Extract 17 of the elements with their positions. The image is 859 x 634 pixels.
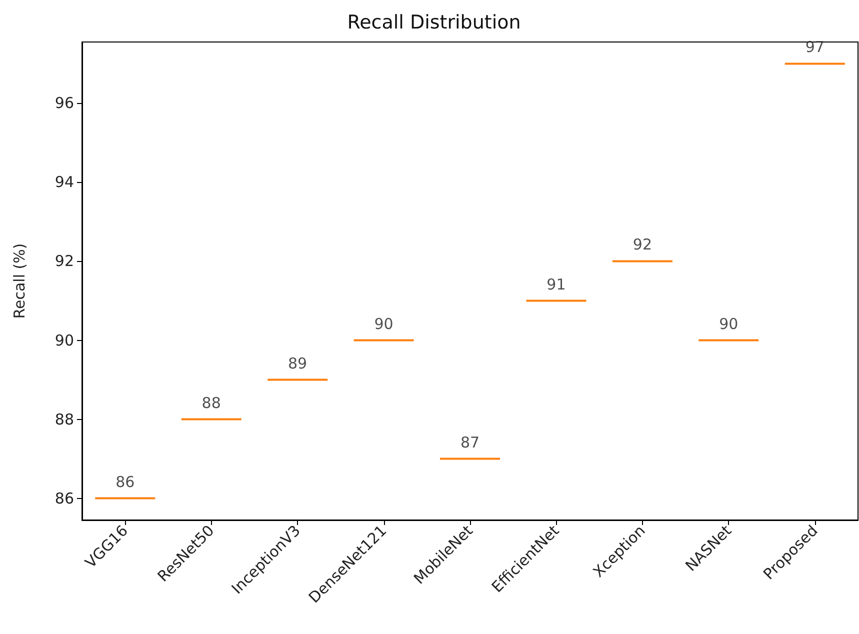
y-tick-label: 94 — [54, 173, 74, 192]
annotation: 87 — [460, 433, 480, 452]
annotation: 92 — [632, 236, 652, 254]
annotation: 97 — [805, 38, 824, 56]
annotation: 90 — [719, 314, 738, 333]
annotation: 90 — [374, 314, 394, 333]
y-tick-label: 96 — [54, 94, 74, 112]
y-tick-label: 92 — [54, 252, 74, 270]
chart-title: Recall Distribution — [347, 12, 521, 34]
y-tick-label: 86 — [54, 489, 74, 508]
y-tick-label: 88 — [54, 410, 74, 428]
annotation: 91 — [546, 275, 566, 294]
annotation: 88 — [202, 394, 221, 412]
y-tick-label: 90 — [54, 331, 74, 350]
annotation: 89 — [288, 354, 308, 372]
y-axis-title: Recall (%) — [10, 243, 28, 319]
annotation: 86 — [116, 472, 135, 491]
